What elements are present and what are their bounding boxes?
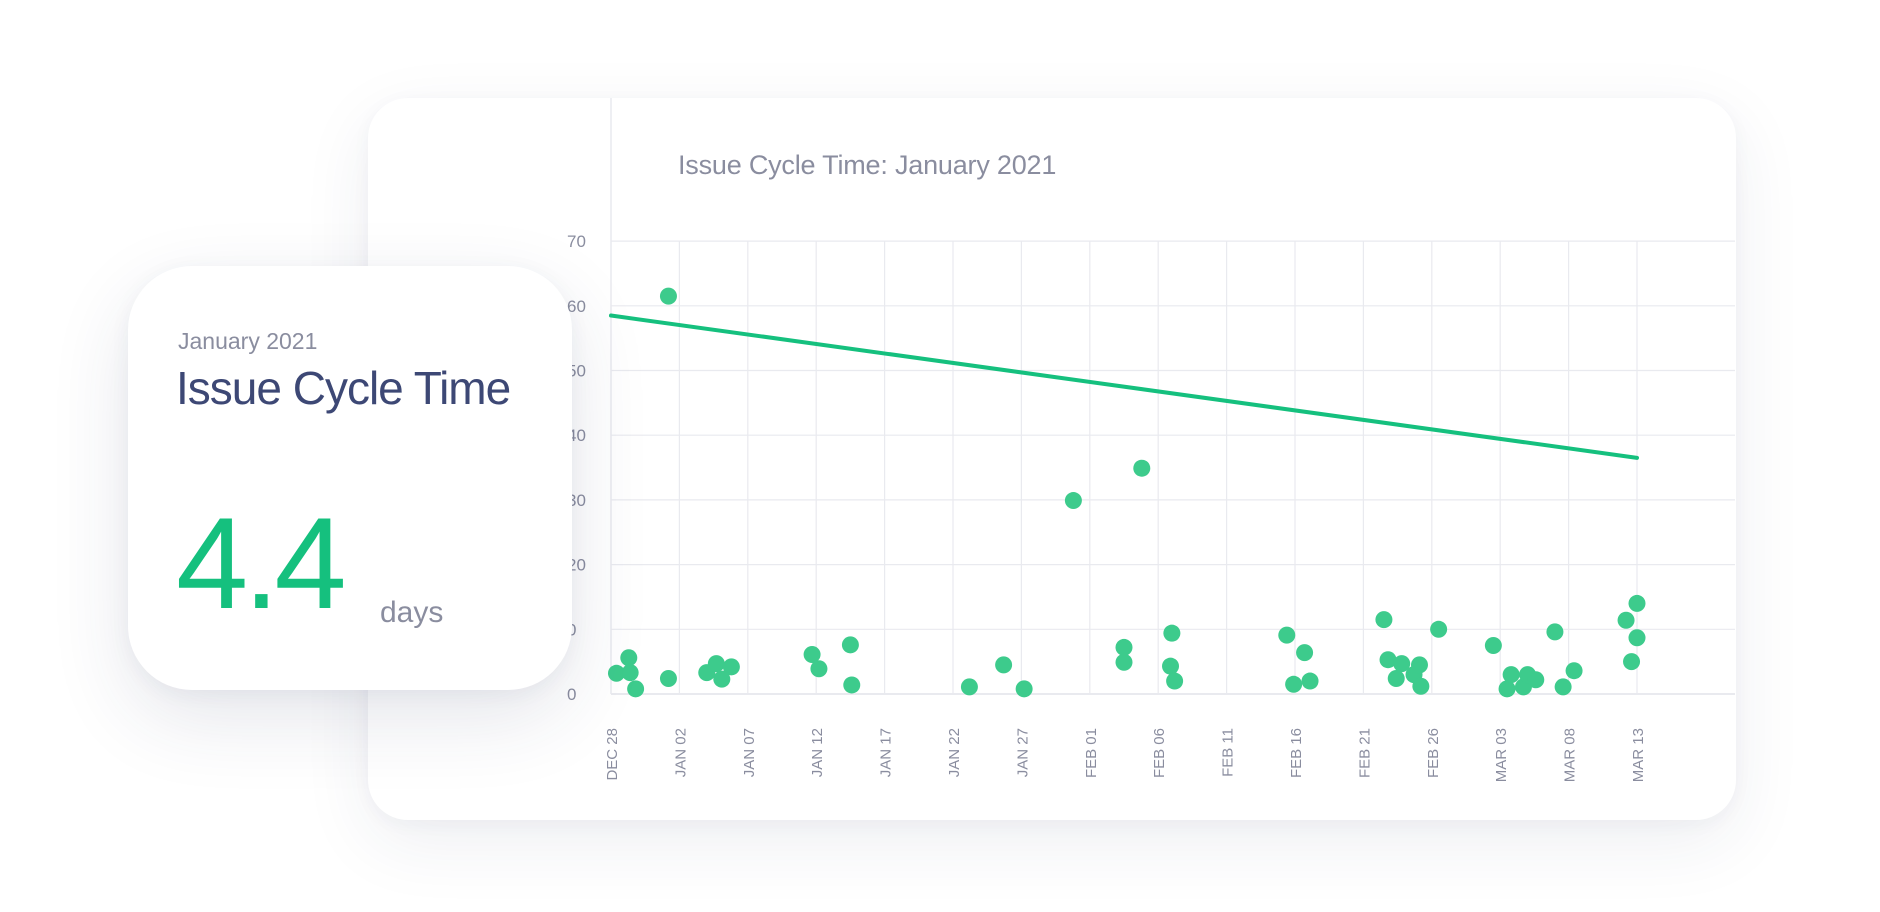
data-point — [1115, 638, 1133, 656]
data-point — [659, 669, 677, 687]
stat-value: 4.4 — [176, 490, 347, 636]
data-point — [960, 678, 978, 696]
x-tick-label: DEC 28 — [604, 728, 621, 781]
data-point — [1565, 662, 1583, 680]
stat-title: Issue Cycle Time — [176, 362, 511, 414]
x-axis-ticks: DEC 28 JAN 02 JAN 07 JAN 12 JAN 17 JAN 22 JAN … — [604, 728, 1647, 782]
y-tick-label: 70 — [567, 232, 586, 251]
chart-card — [368, 98, 1736, 820]
chart-title: Issue Cycle Time: January 2021 — [678, 150, 1057, 180]
data-point — [841, 636, 859, 654]
data-point — [1285, 675, 1303, 693]
x-tick-label: JAN 02 — [672, 728, 689, 777]
data-point — [707, 655, 725, 673]
data-point — [1133, 459, 1151, 477]
data-point — [1375, 611, 1393, 629]
data-point — [1546, 623, 1564, 641]
data-point — [1623, 653, 1641, 671]
data-point — [1527, 671, 1545, 689]
x-tick-label: MAR 13 — [1630, 728, 1647, 782]
data-point — [843, 676, 861, 694]
x-tick-label: FEB 01 — [1083, 728, 1100, 778]
data-point — [1628, 594, 1646, 612]
stat-card: January 2021 Issue Cycle Time 4.4 days — [128, 266, 572, 690]
trend-line-layer — [609, 313, 1639, 460]
data-point — [1412, 677, 1430, 695]
data-point — [1554, 678, 1572, 696]
x-tick-label: JAN 22 — [946, 728, 963, 777]
x-tick-label: FEB 11 — [1220, 728, 1237, 777]
x-tick-label: FEB 06 — [1151, 728, 1168, 778]
data-point — [1015, 680, 1033, 698]
x-tick-label: MAR 03 — [1493, 728, 1510, 782]
data-point — [995, 656, 1013, 674]
data-point — [1393, 655, 1411, 673]
data-points — [607, 287, 1646, 698]
x-tick-label: JAN 17 — [878, 728, 895, 777]
data-point — [620, 649, 638, 667]
data-point — [1484, 636, 1502, 654]
chart-grid — [610, 98, 1735, 695]
data-point — [722, 658, 740, 676]
trend-line — [609, 313, 1639, 460]
x-tick-label: JAN 27 — [1014, 728, 1031, 777]
data-point — [803, 646, 821, 664]
data-point — [1296, 644, 1314, 662]
data-point — [1628, 629, 1646, 647]
data-point — [810, 660, 828, 678]
y-tick-label: 0 — [567, 685, 576, 704]
data-point — [1498, 680, 1516, 698]
data-point — [713, 670, 731, 688]
x-tick-label: JAN 07 — [741, 728, 758, 777]
data-point — [1166, 672, 1184, 690]
data-point — [1301, 672, 1319, 690]
data-point — [1430, 620, 1448, 638]
data-point — [1278, 626, 1296, 644]
x-tick-label: FEB 16 — [1288, 728, 1305, 778]
data-point — [607, 664, 625, 682]
data-point — [1502, 666, 1520, 684]
data-point — [1410, 656, 1428, 674]
data-point — [1162, 657, 1180, 675]
data-point — [627, 680, 645, 698]
x-tick-label: JAN 12 — [809, 728, 826, 777]
stat-unit: days — [380, 596, 444, 629]
data-point — [1379, 651, 1397, 669]
x-tick-label: FEB 26 — [1425, 728, 1442, 778]
data-point — [659, 287, 677, 305]
x-tick-label: MAR 08 — [1562, 728, 1579, 782]
data-point — [1115, 653, 1133, 671]
data-point — [1163, 624, 1181, 642]
data-point — [1064, 492, 1082, 510]
stat-period: January 2021 — [178, 328, 318, 354]
x-tick-label: FEB 21 — [1356, 728, 1373, 778]
y-tick-label: 60 — [567, 297, 586, 316]
data-point — [621, 664, 639, 682]
data-point — [1387, 669, 1405, 687]
data-point — [1617, 611, 1635, 629]
